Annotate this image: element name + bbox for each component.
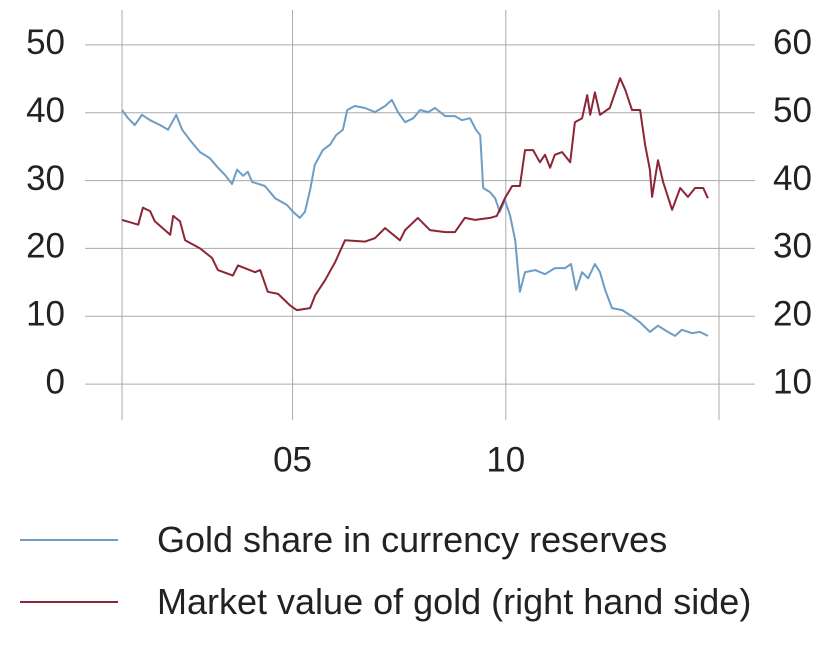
y2-tick-label: 40 bbox=[773, 159, 812, 198]
legend-label: Gold share in currency reserves bbox=[157, 519, 668, 560]
y2-tick-label: 30 bbox=[773, 227, 812, 266]
y2-tick-label: 50 bbox=[773, 91, 812, 130]
y-tick-label: 20 bbox=[26, 227, 65, 266]
y-tick-label: 40 bbox=[26, 91, 65, 130]
legend-swatch bbox=[20, 539, 118, 541]
chart: 0 10 20 30 40 50 10 20 30 40 50 60 05 10 bbox=[26, 10, 812, 479]
y-tick-label: 0 bbox=[46, 362, 65, 401]
y2-tick-label: 20 bbox=[773, 295, 812, 334]
y2-tick-label: 60 bbox=[773, 23, 812, 62]
series-line bbox=[121, 98, 709, 337]
y2-tick-label: 10 bbox=[773, 362, 812, 401]
y-tick-label: 30 bbox=[26, 159, 65, 198]
series-line bbox=[121, 77, 709, 312]
legend-swatch bbox=[20, 601, 118, 603]
y-tick-label: 50 bbox=[26, 23, 65, 62]
x-tick-label: 05 bbox=[273, 440, 312, 479]
legend-label: Market value of gold (right hand side) bbox=[157, 581, 752, 622]
x-tick-label: 10 bbox=[486, 440, 525, 479]
y-tick-label: 10 bbox=[26, 295, 65, 334]
